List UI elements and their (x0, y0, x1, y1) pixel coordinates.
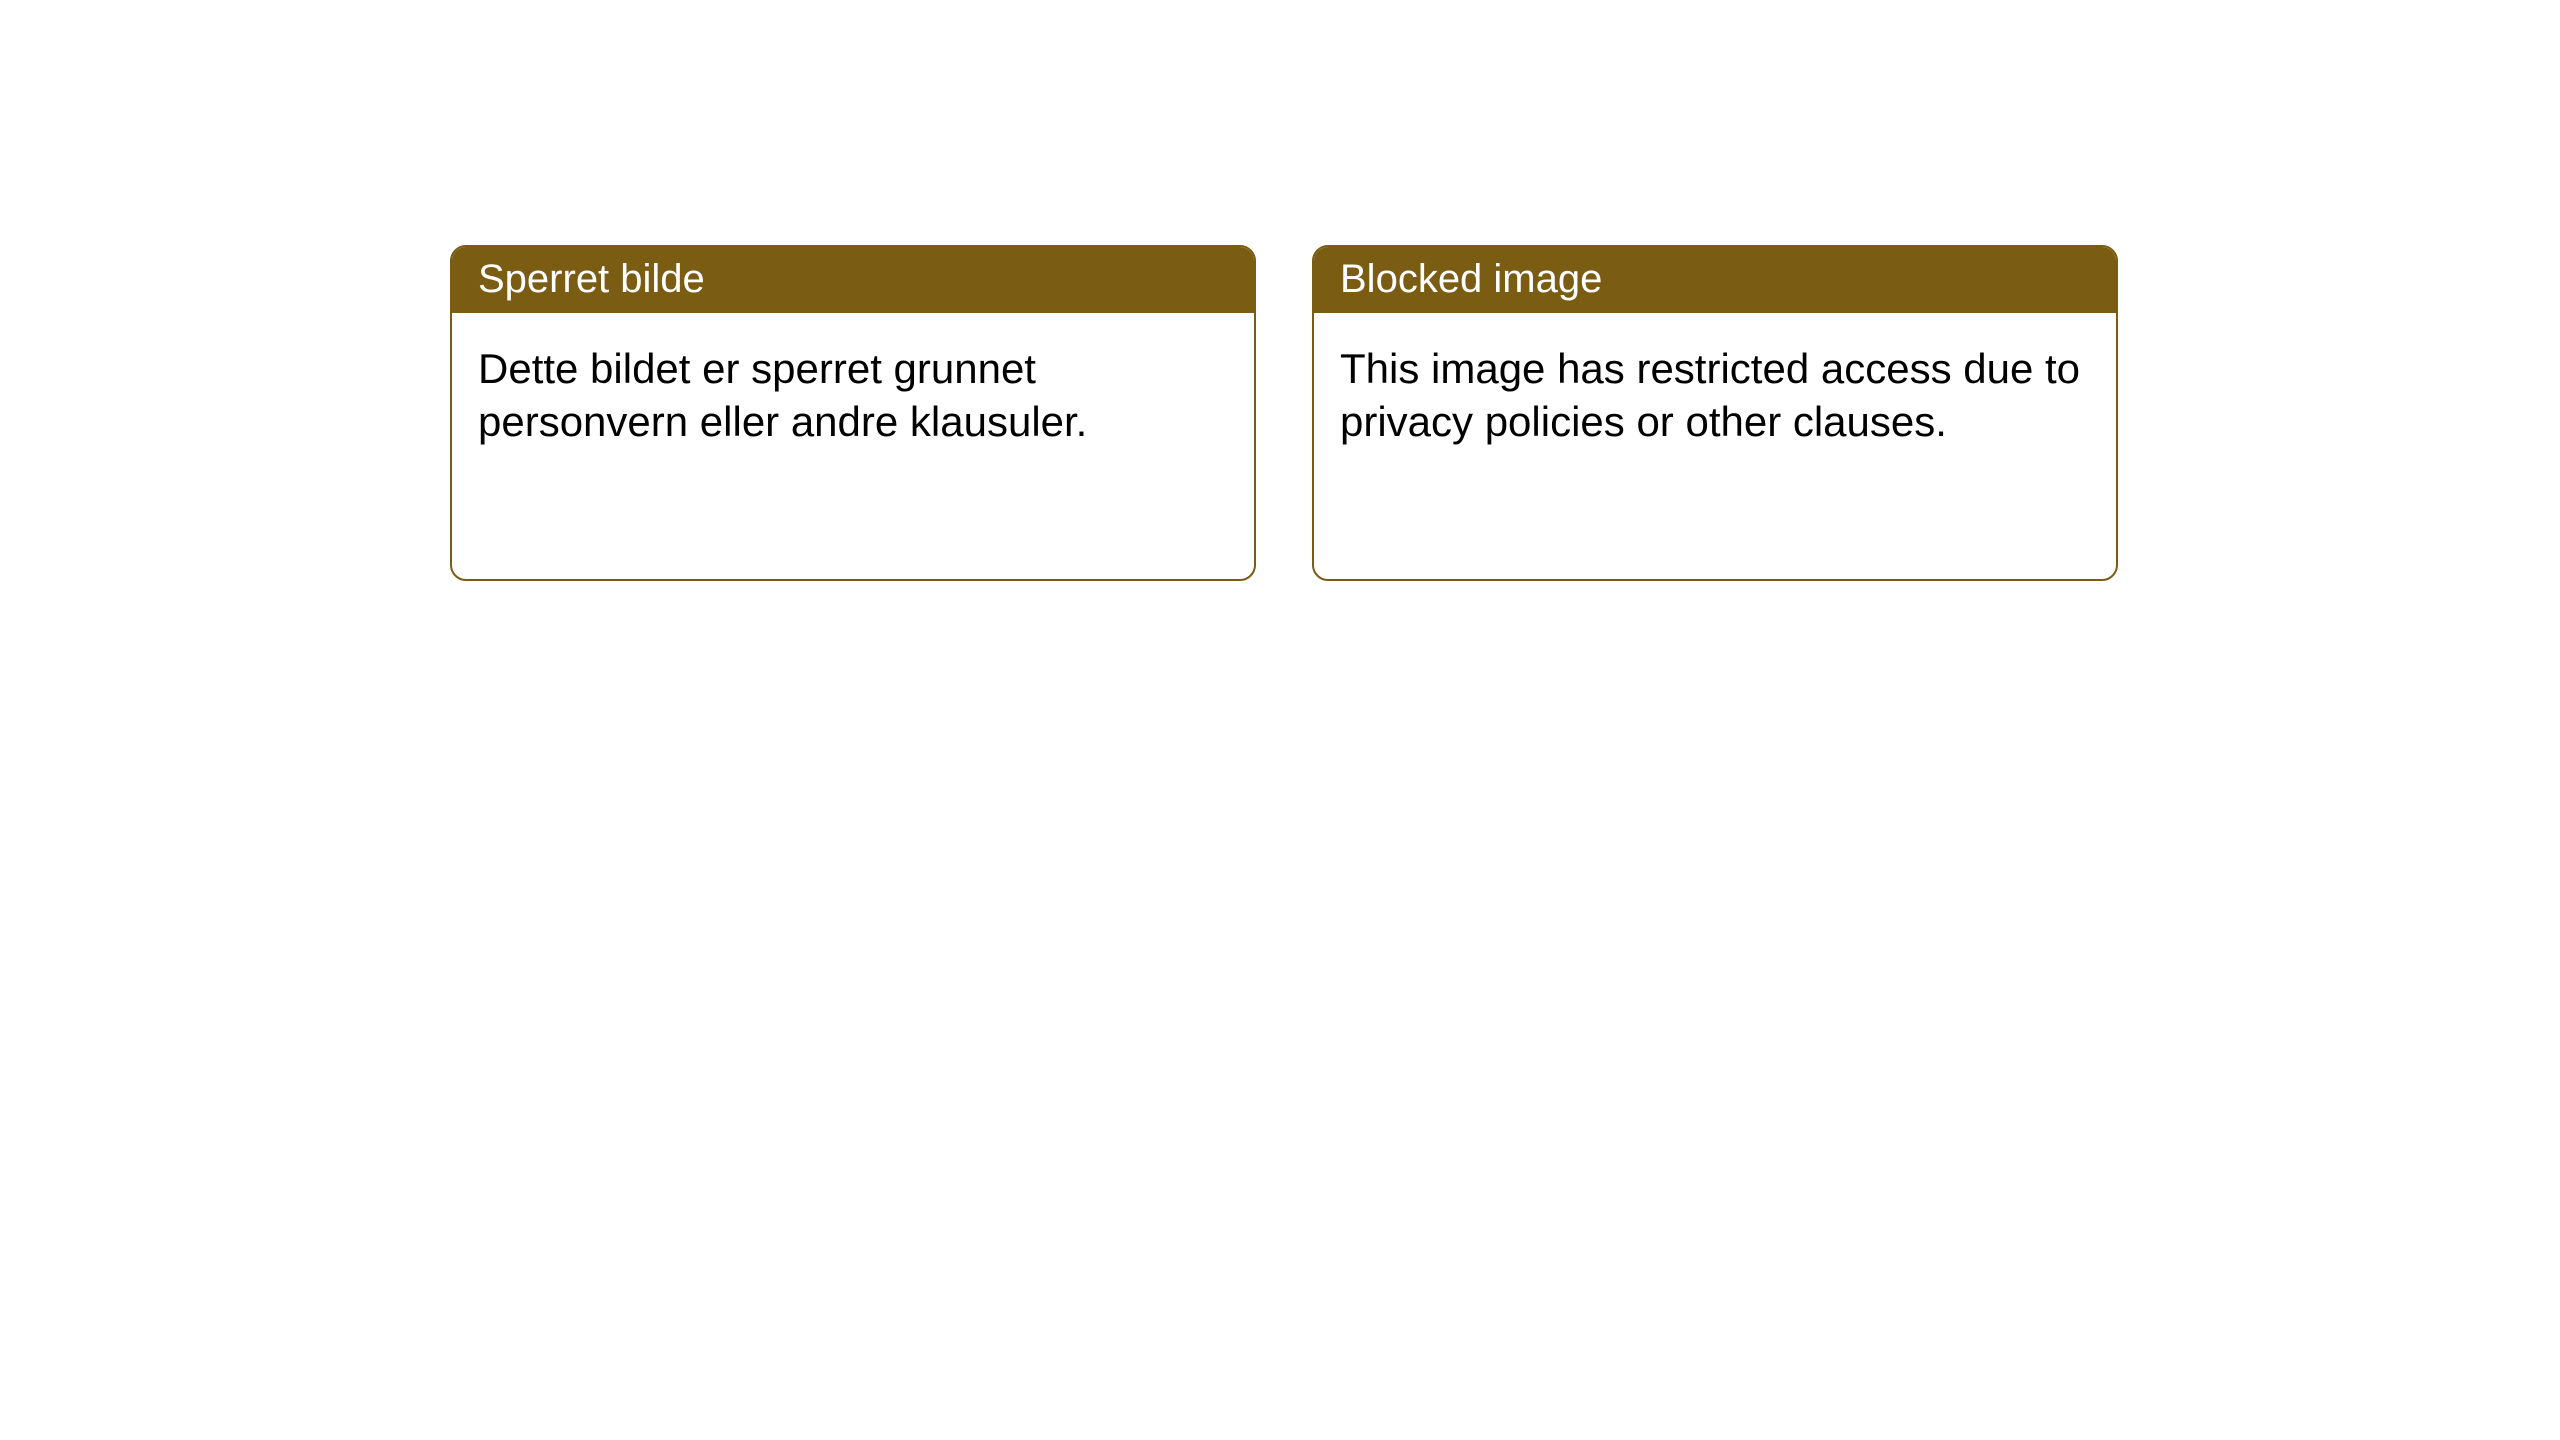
notice-box-norwegian: Sperret bilde Dette bildet er sperret gr… (450, 245, 1256, 581)
notice-header: Blocked image (1314, 247, 2116, 313)
notice-body-text: Dette bildet er sperret grunnet personve… (478, 345, 1087, 445)
notice-title: Blocked image (1340, 257, 1602, 301)
notice-title: Sperret bilde (478, 257, 705, 301)
notice-body-text: This image has restricted access due to … (1340, 345, 2080, 445)
notice-body: This image has restricted access due to … (1314, 313, 2116, 478)
notice-box-english: Blocked image This image has restricted … (1312, 245, 2118, 581)
notice-body: Dette bildet er sperret grunnet personve… (452, 313, 1254, 478)
notice-header: Sperret bilde (452, 247, 1254, 313)
notices-container: Sperret bilde Dette bildet er sperret gr… (0, 0, 2560, 581)
